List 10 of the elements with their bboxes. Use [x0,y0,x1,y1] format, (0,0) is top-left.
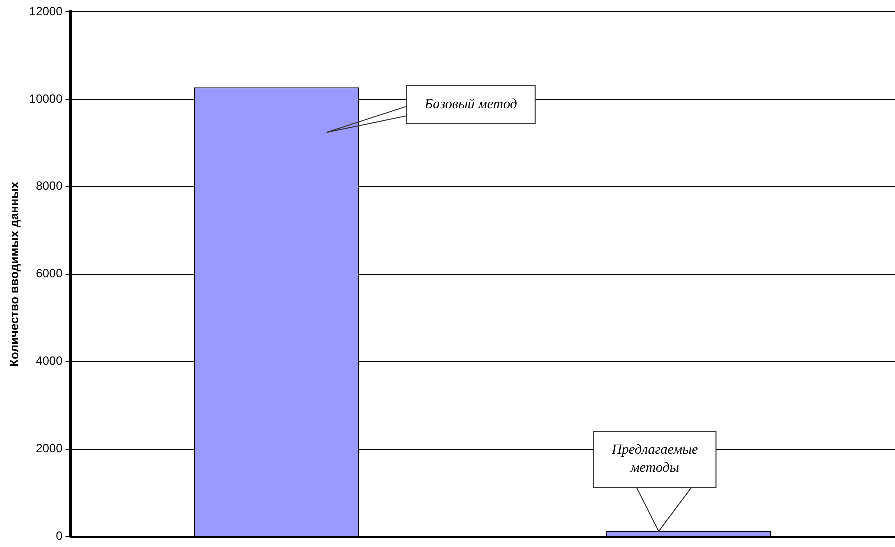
y-tick-label: 12000 [29,4,64,18]
y-tick-label: 2000 [36,442,64,456]
y-tick-label: 8000 [36,179,64,194]
y-axis-title: Количество вводимых данных [8,182,22,367]
annotation: Предлагаемые методы [610,443,698,476]
y-tick-label: 6000 [36,266,64,281]
y-tick-label: 10000 [29,92,64,106]
y-tick-label: 0 [56,529,64,544]
y-tick-label: 4000 [36,354,64,368]
annotation: Базовый метод [424,97,518,112]
